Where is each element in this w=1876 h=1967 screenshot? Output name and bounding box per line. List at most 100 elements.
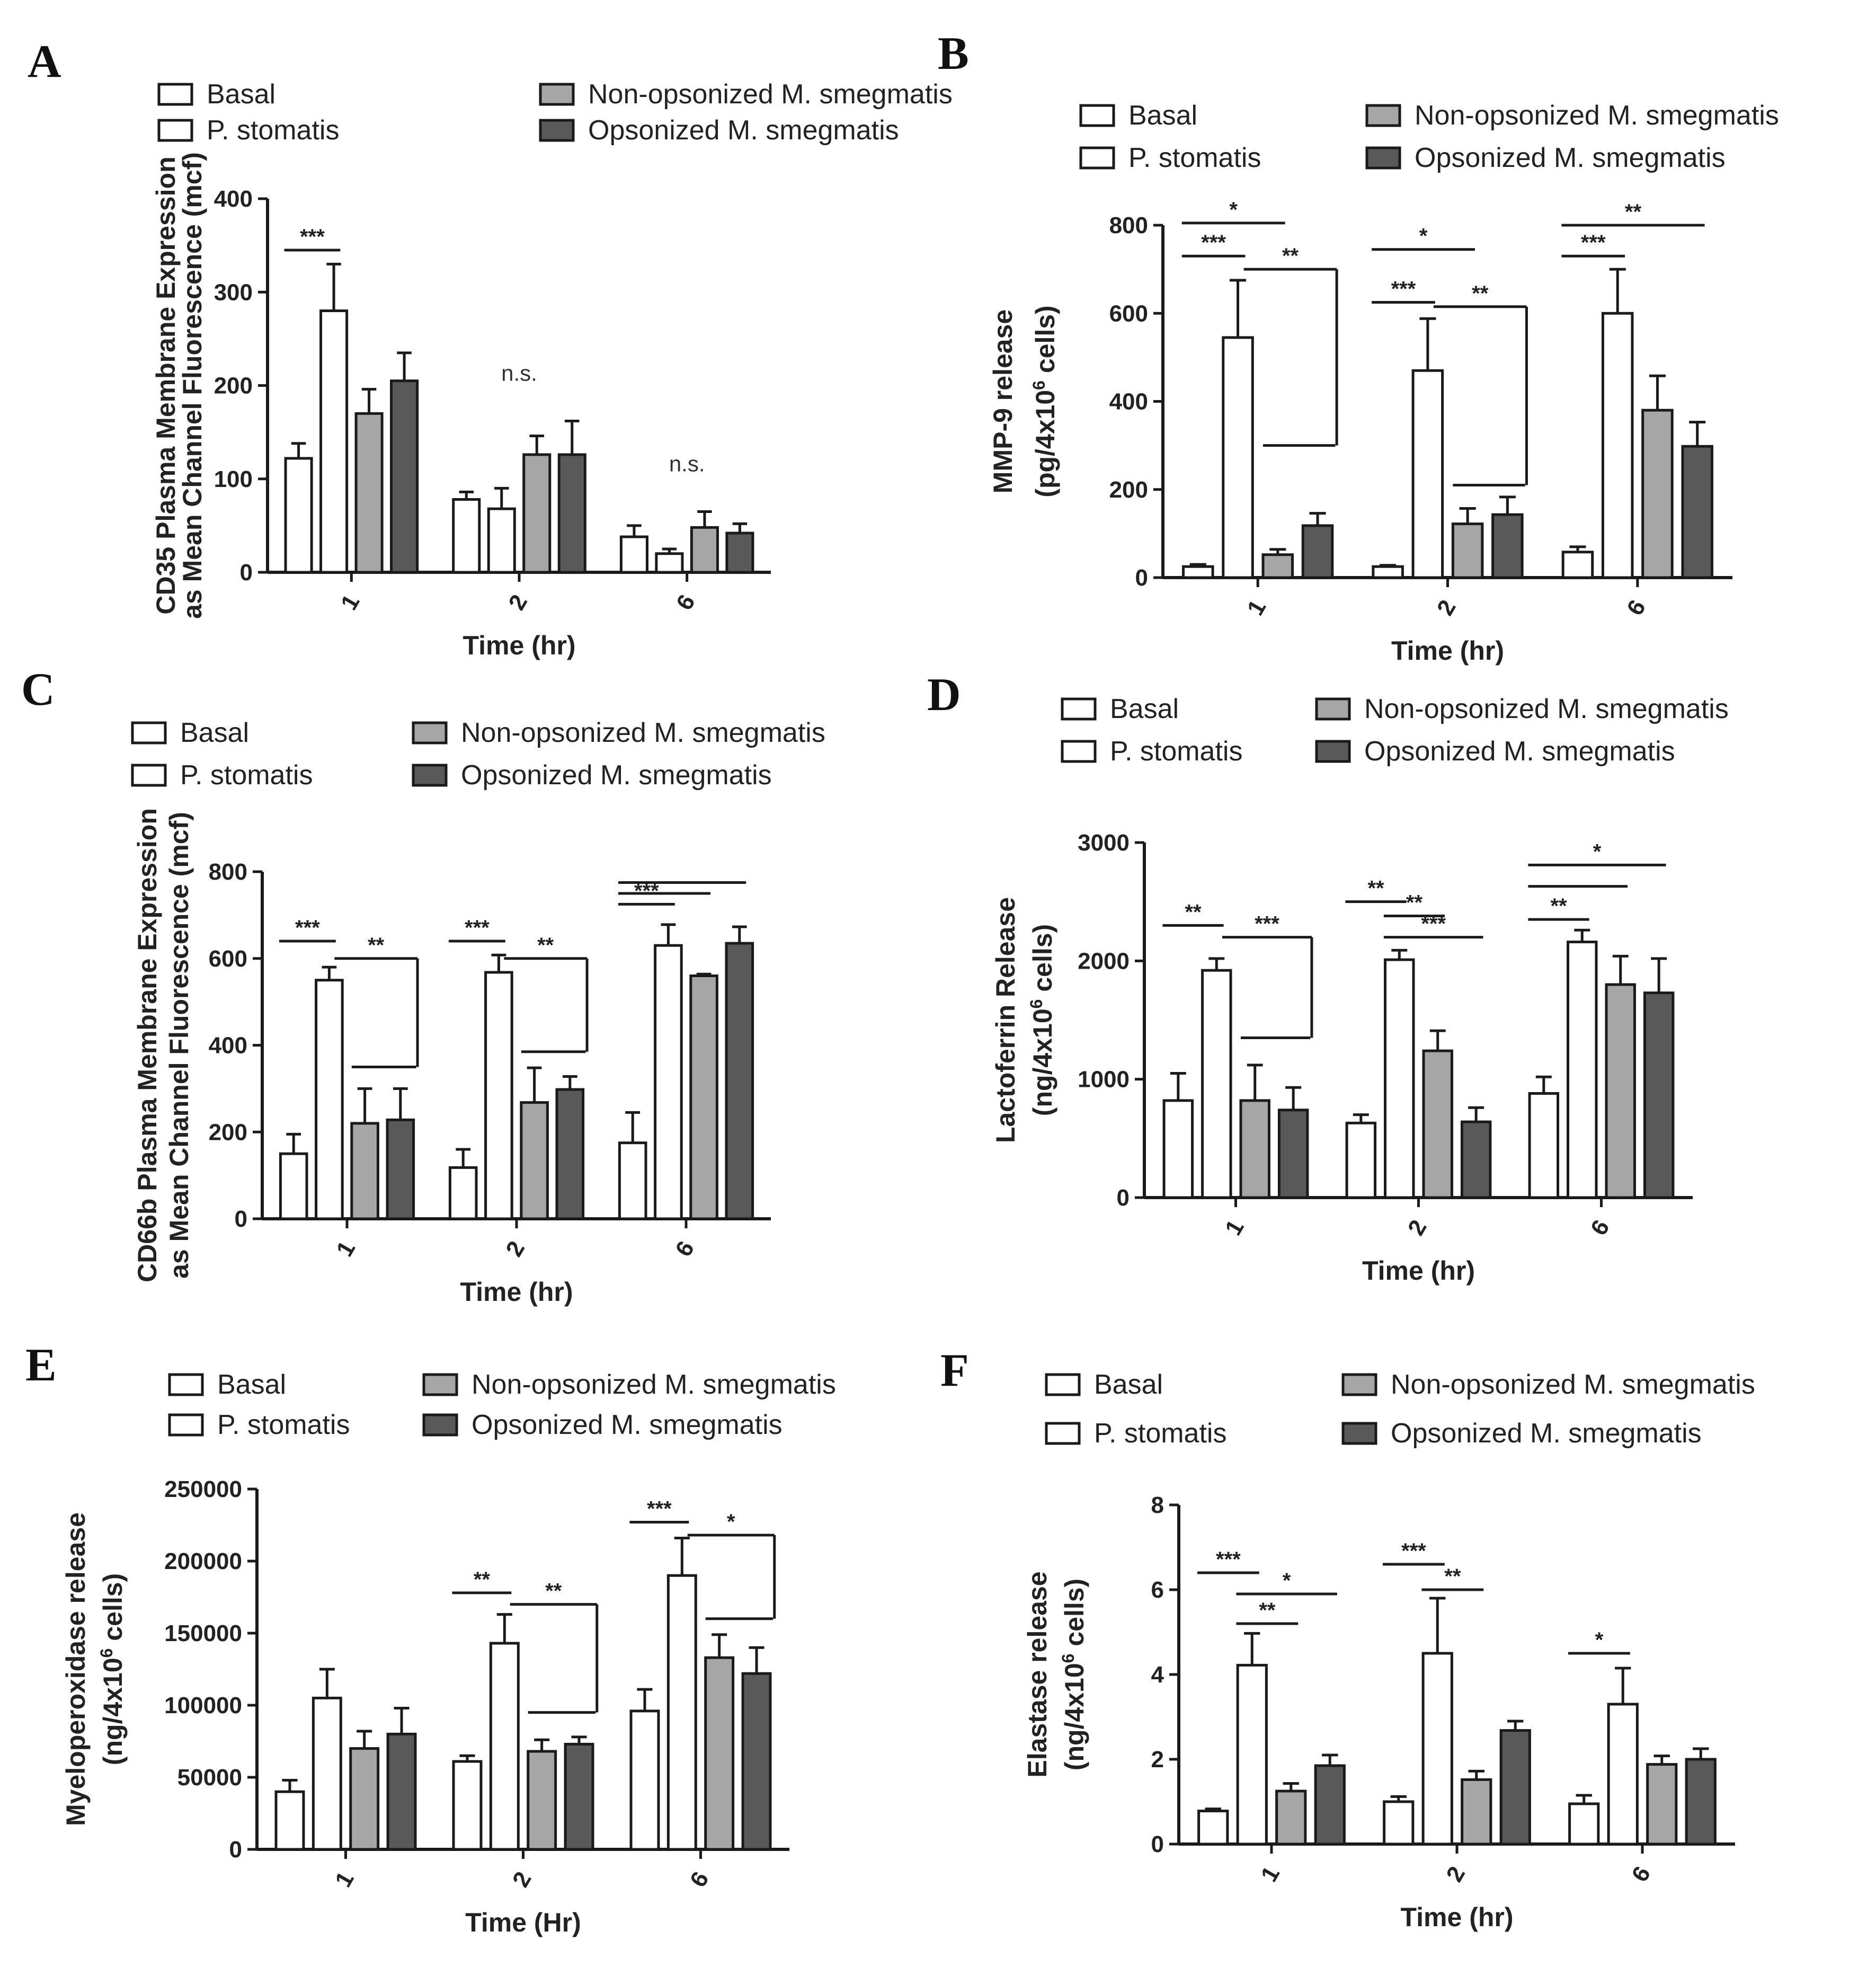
sig-stars: **: [1444, 1565, 1461, 1588]
legend-label-non_opsonized: Non-opsonized M. smegmatis: [1391, 1369, 1755, 1400]
panel-label: E: [25, 1340, 57, 1391]
legend-label-opsonized: Opsonized M. smegmatis: [1415, 143, 1726, 173]
sig-stars: ***: [1401, 1539, 1426, 1563]
panel-f: F Basal P. stomatis Non-opsonized M. smegma…: [940, 1345, 1755, 1932]
legend-swatch-basal: [1079, 104, 1115, 127]
x-tick-label: 6: [685, 1867, 714, 1892]
legend-swatch-p_stomatis: [168, 1413, 204, 1437]
panel-c: C Basal P. stomatis Non-opsonized M. smegma…: [21, 664, 825, 1307]
bar: [319, 309, 349, 574]
sig-stars: **: [1367, 877, 1384, 900]
legend-label-opsonized: Opsonized M. smegmatis: [588, 115, 899, 146]
sig-stars: **: [1472, 282, 1489, 305]
x-tick-label: 6: [1622, 596, 1651, 620]
y-tick-label: 1000: [1078, 1067, 1130, 1093]
bar: [1301, 524, 1334, 579]
y-axis-title: (ng/4x106 cells): [97, 1573, 128, 1765]
bar: [1372, 565, 1404, 579]
y-tick-label: 300: [214, 279, 253, 305]
legend-swatch-basal: [131, 721, 167, 745]
sig-stars: *: [1593, 840, 1602, 863]
y-tick-label: 600: [1109, 300, 1148, 326]
bar: [629, 1709, 660, 1851]
bar: [1162, 1099, 1194, 1199]
y-axis-title: CD35 Plasma Membrane Expression: [151, 156, 181, 614]
bar: [1461, 1778, 1492, 1846]
legend-swatch-non_opsonized: [1315, 697, 1351, 721]
y-axis-title: Elastase release: [1023, 1571, 1052, 1777]
y-tick-label: 0: [235, 1206, 247, 1232]
x-tick-label: 2: [503, 590, 532, 615]
sig-stars: **: [474, 1568, 491, 1591]
sig-stars: *: [727, 1510, 735, 1534]
legend-label-p_stomatis: P. stomatis: [1110, 736, 1242, 767]
legend-swatch-non_opsonized: [539, 83, 575, 106]
bar: [1491, 513, 1524, 579]
y-tick-label: 3000: [1078, 830, 1130, 856]
y-tick-label: 50000: [177, 1765, 242, 1791]
y-tick-label: 200: [1109, 477, 1148, 503]
y-tick-label: 0: [229, 1837, 242, 1863]
sig-stars: **: [545, 1580, 562, 1603]
x-tick-label: 2: [501, 1237, 530, 1261]
panel-e: E Basal P. stomatis Non-opsonized M. smegma…: [25, 1340, 836, 1937]
bar: [689, 974, 718, 1220]
sig-stars: ***: [1255, 912, 1279, 936]
bar: [655, 552, 684, 574]
ns-label: n.s.: [501, 361, 537, 386]
bar: [1197, 1810, 1229, 1846]
sig-stars: ***: [300, 225, 325, 249]
x-tick-label: 1: [1256, 1862, 1285, 1886]
bar: [386, 1118, 415, 1220]
legend-label-p_stomatis: P. stomatis: [1128, 143, 1261, 173]
bar: [520, 1101, 549, 1220]
y-axis-title: MMP-9 release: [988, 309, 1018, 493]
y-tick-label: 0: [1117, 1185, 1130, 1211]
y-tick-label: 0: [1151, 1831, 1164, 1857]
bar: [386, 1732, 417, 1851]
panel-d: D Basal P. stomatis Non-opsonized M. smegma…: [927, 669, 1729, 1286]
ns-label: n.s.: [669, 451, 705, 476]
y-axis-title: as Mean Channel Fluorescence (mcf): [177, 152, 207, 619]
sig-stars: **: [1259, 1599, 1276, 1622]
panel-label: D: [927, 669, 961, 721]
legend-label-non_opsonized: Non-opsonized M. smegmatis: [461, 717, 825, 748]
legend-swatch-basal: [168, 1373, 204, 1396]
legend-label-basal: Basal: [207, 79, 275, 110]
y-axis-title: CD66b Plasma Membrane Expression: [132, 808, 162, 1282]
sig-stars: ***: [1216, 1548, 1241, 1571]
x-tick-label: 1: [336, 590, 365, 615]
y-tick-label: 6: [1151, 1577, 1164, 1603]
panel-a: A Basal P. stomatis Non-opsonized M. smegma…: [28, 36, 953, 660]
y-tick-label: 800: [209, 859, 247, 885]
legend-label-non_opsonized: Non-opsonized M. smegmatis: [472, 1369, 836, 1400]
bar: [1643, 991, 1675, 1199]
legend-swatch-non_opsonized: [1365, 104, 1401, 127]
bar: [1528, 1092, 1560, 1199]
sig-stars: ***: [1391, 277, 1416, 300]
bar: [522, 453, 552, 574]
bar: [555, 1088, 585, 1220]
bar: [619, 535, 648, 574]
bar: [350, 1122, 379, 1220]
y-axis-title: Lactoferrin Release: [991, 897, 1020, 1143]
bar: [1182, 565, 1214, 579]
x-tick-label: 2: [1403, 1216, 1432, 1240]
y-axis-title: (pg/4x106 cells): [1029, 305, 1060, 497]
legend-swatch-non_opsonized: [412, 721, 448, 745]
x-axis-title: Time (hr): [1401, 1902, 1514, 1932]
sig-stars: **: [368, 934, 385, 957]
x-axis-title: Time (hr): [460, 1277, 573, 1307]
y-tick-label: 2: [1151, 1747, 1164, 1773]
panel-b: B Basal P. stomatis Non-opsonized M. smegma…: [938, 28, 1779, 666]
bar: [1345, 1121, 1377, 1199]
bar: [564, 1742, 594, 1851]
bar: [1451, 522, 1484, 579]
bar: [1561, 551, 1594, 579]
x-tick-label: 1: [331, 1237, 360, 1261]
sig-stars: **: [1185, 900, 1202, 924]
bar: [741, 1672, 772, 1851]
y-tick-label: 400: [214, 186, 253, 212]
y-tick-label: 200000: [164, 1548, 242, 1574]
y-tick-label: 800: [1109, 212, 1148, 238]
